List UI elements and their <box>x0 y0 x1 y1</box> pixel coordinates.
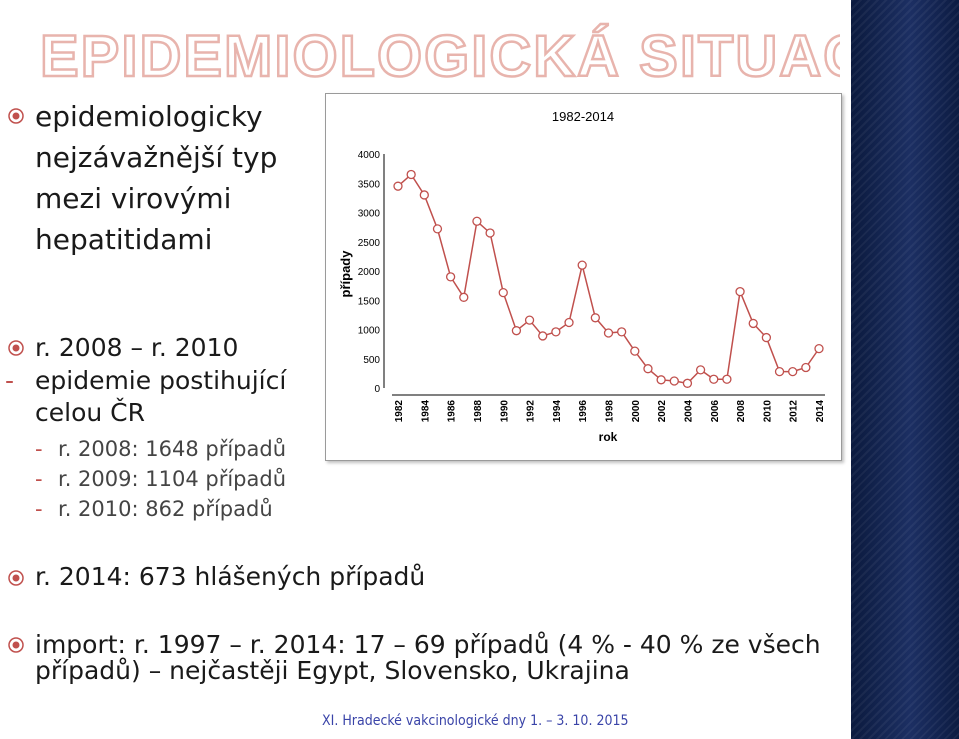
x-tick-label: 1992 <box>526 400 537 423</box>
data-point <box>709 374 719 384</box>
bullet-1-line-4: hepatitidami <box>35 223 213 256</box>
x-tick-label: 2010 <box>762 400 773 423</box>
data-point <box>722 374 732 384</box>
x-tick-label: 1984 <box>420 400 431 423</box>
y-tick-label: 3000 <box>358 209 381 220</box>
page-title: EPIDEMIOLOGICKÁ SITUACE V ČR <box>40 23 840 88</box>
data-point <box>682 378 693 388</box>
data-point <box>459 292 469 302</box>
subbullet-dash: - <box>35 497 43 521</box>
data-point <box>445 272 456 282</box>
data-point <box>748 318 758 329</box>
chart-title: 1982-2014 <box>552 109 614 124</box>
data-point <box>511 326 522 336</box>
data-point <box>643 364 653 374</box>
x-tick-label: 2006 <box>710 400 721 423</box>
subbullet-1-line-1: epidemie postihující <box>35 366 287 395</box>
y-tick-label: 1500 <box>358 296 381 307</box>
y-tick-label: 500 <box>363 355 380 366</box>
x-tick-label: 2000 <box>631 400 642 423</box>
data-point <box>801 362 811 373</box>
bullet-icon <box>8 340 24 356</box>
bullet-icon <box>8 637 24 653</box>
y-tick-label: 2500 <box>358 238 381 249</box>
x-tick-label: 2012 <box>789 400 800 423</box>
bullet-icon <box>8 570 24 586</box>
x-tick-label: 1994 <box>552 400 563 423</box>
data-point <box>603 328 614 338</box>
x-tick-label: 2014 <box>815 400 826 423</box>
x-tick-label: 1986 <box>447 400 458 423</box>
chart-container: 1982-2014 případy rok 0 500 1000 1500 2000 25… <box>325 93 842 461</box>
data-point <box>590 313 600 323</box>
line-chart: 1982-2014 případy rok 0 500 1000 1500 2000 25… <box>338 109 826 444</box>
series-line <box>397 173 820 385</box>
subbullet-dash: - <box>35 437 43 461</box>
page-title-text: EPIDEMIOLOGICKÁ SITUACE V ČR <box>40 24 840 88</box>
subbullet-1-line-2: celou ČR <box>35 398 145 427</box>
bullet-1-line-2: nejzávažnější typ <box>35 141 278 174</box>
subbullet-2-text: r. 2008: 1648 případů <box>58 437 287 461</box>
subbullet-dash: - <box>5 366 15 395</box>
bullet-4-line-1: import: r. 1997 – r. 2014: 17 – 69 přípa… <box>35 630 821 659</box>
data-point <box>695 365 706 375</box>
bullet-3-text: r. 2014: 673 hlášených případů <box>35 562 426 591</box>
data-point <box>393 181 403 191</box>
data-point <box>551 327 561 337</box>
bullet-1-line-3: mezi virovými <box>35 182 232 215</box>
footer-text: XI. Hradecké vakcinologické dny 1. – 3. … <box>322 713 629 729</box>
x-tick-label: 2002 <box>657 400 668 423</box>
y-tick-label: 2000 <box>358 267 381 278</box>
bullet-1-line-1: epidemiologicky <box>35 100 263 133</box>
data-point <box>788 366 798 377</box>
x-axis-label: rok <box>599 430 618 444</box>
data-point <box>577 260 587 270</box>
x-tick-label: 1990 <box>499 400 510 423</box>
data-point <box>538 331 548 341</box>
data-point <box>656 375 666 385</box>
x-tick-label: 1982 <box>394 400 405 423</box>
bullet-icon <box>8 108 24 124</box>
subbullet-3-text: r. 2009: 1104 případů <box>58 467 287 491</box>
data-point <box>406 169 416 180</box>
y-tick-label: 4000 <box>358 150 381 161</box>
data-point <box>472 216 482 226</box>
data-point <box>630 346 640 356</box>
data-point <box>669 376 679 386</box>
data-point <box>432 224 443 234</box>
bullet-2-line-1: r. 2008 – r. 2010 <box>35 333 239 362</box>
x-tick-label: 2004 <box>683 400 694 423</box>
bullet-4-line-2: případů) – nejčastěji Egypt, Slovensko, … <box>35 656 630 685</box>
data-point <box>735 286 745 297</box>
data-point <box>419 190 429 200</box>
data-point <box>617 327 627 337</box>
x-tick-label: 1998 <box>605 400 616 423</box>
y-axis-label: případy <box>338 250 353 298</box>
data-point <box>814 343 824 354</box>
x-tick-label: 2008 <box>736 400 747 423</box>
data-point <box>761 332 772 343</box>
data-point <box>485 228 495 238</box>
subbullet-4-text: r. 2010: 862 případů <box>58 497 273 521</box>
x-tick-label: 1996 <box>578 400 589 423</box>
y-tick-label: 3500 <box>358 179 381 190</box>
decorative-sidebar <box>851 0 959 739</box>
data-point <box>564 317 574 328</box>
x-tick-label: 1988 <box>473 400 484 423</box>
data-point <box>498 287 508 298</box>
y-tick-label: 0 <box>374 384 380 395</box>
data-point <box>524 315 535 325</box>
y-tick-label: 1000 <box>358 326 381 337</box>
data-point <box>774 366 785 377</box>
subbullet-dash: - <box>35 467 43 491</box>
